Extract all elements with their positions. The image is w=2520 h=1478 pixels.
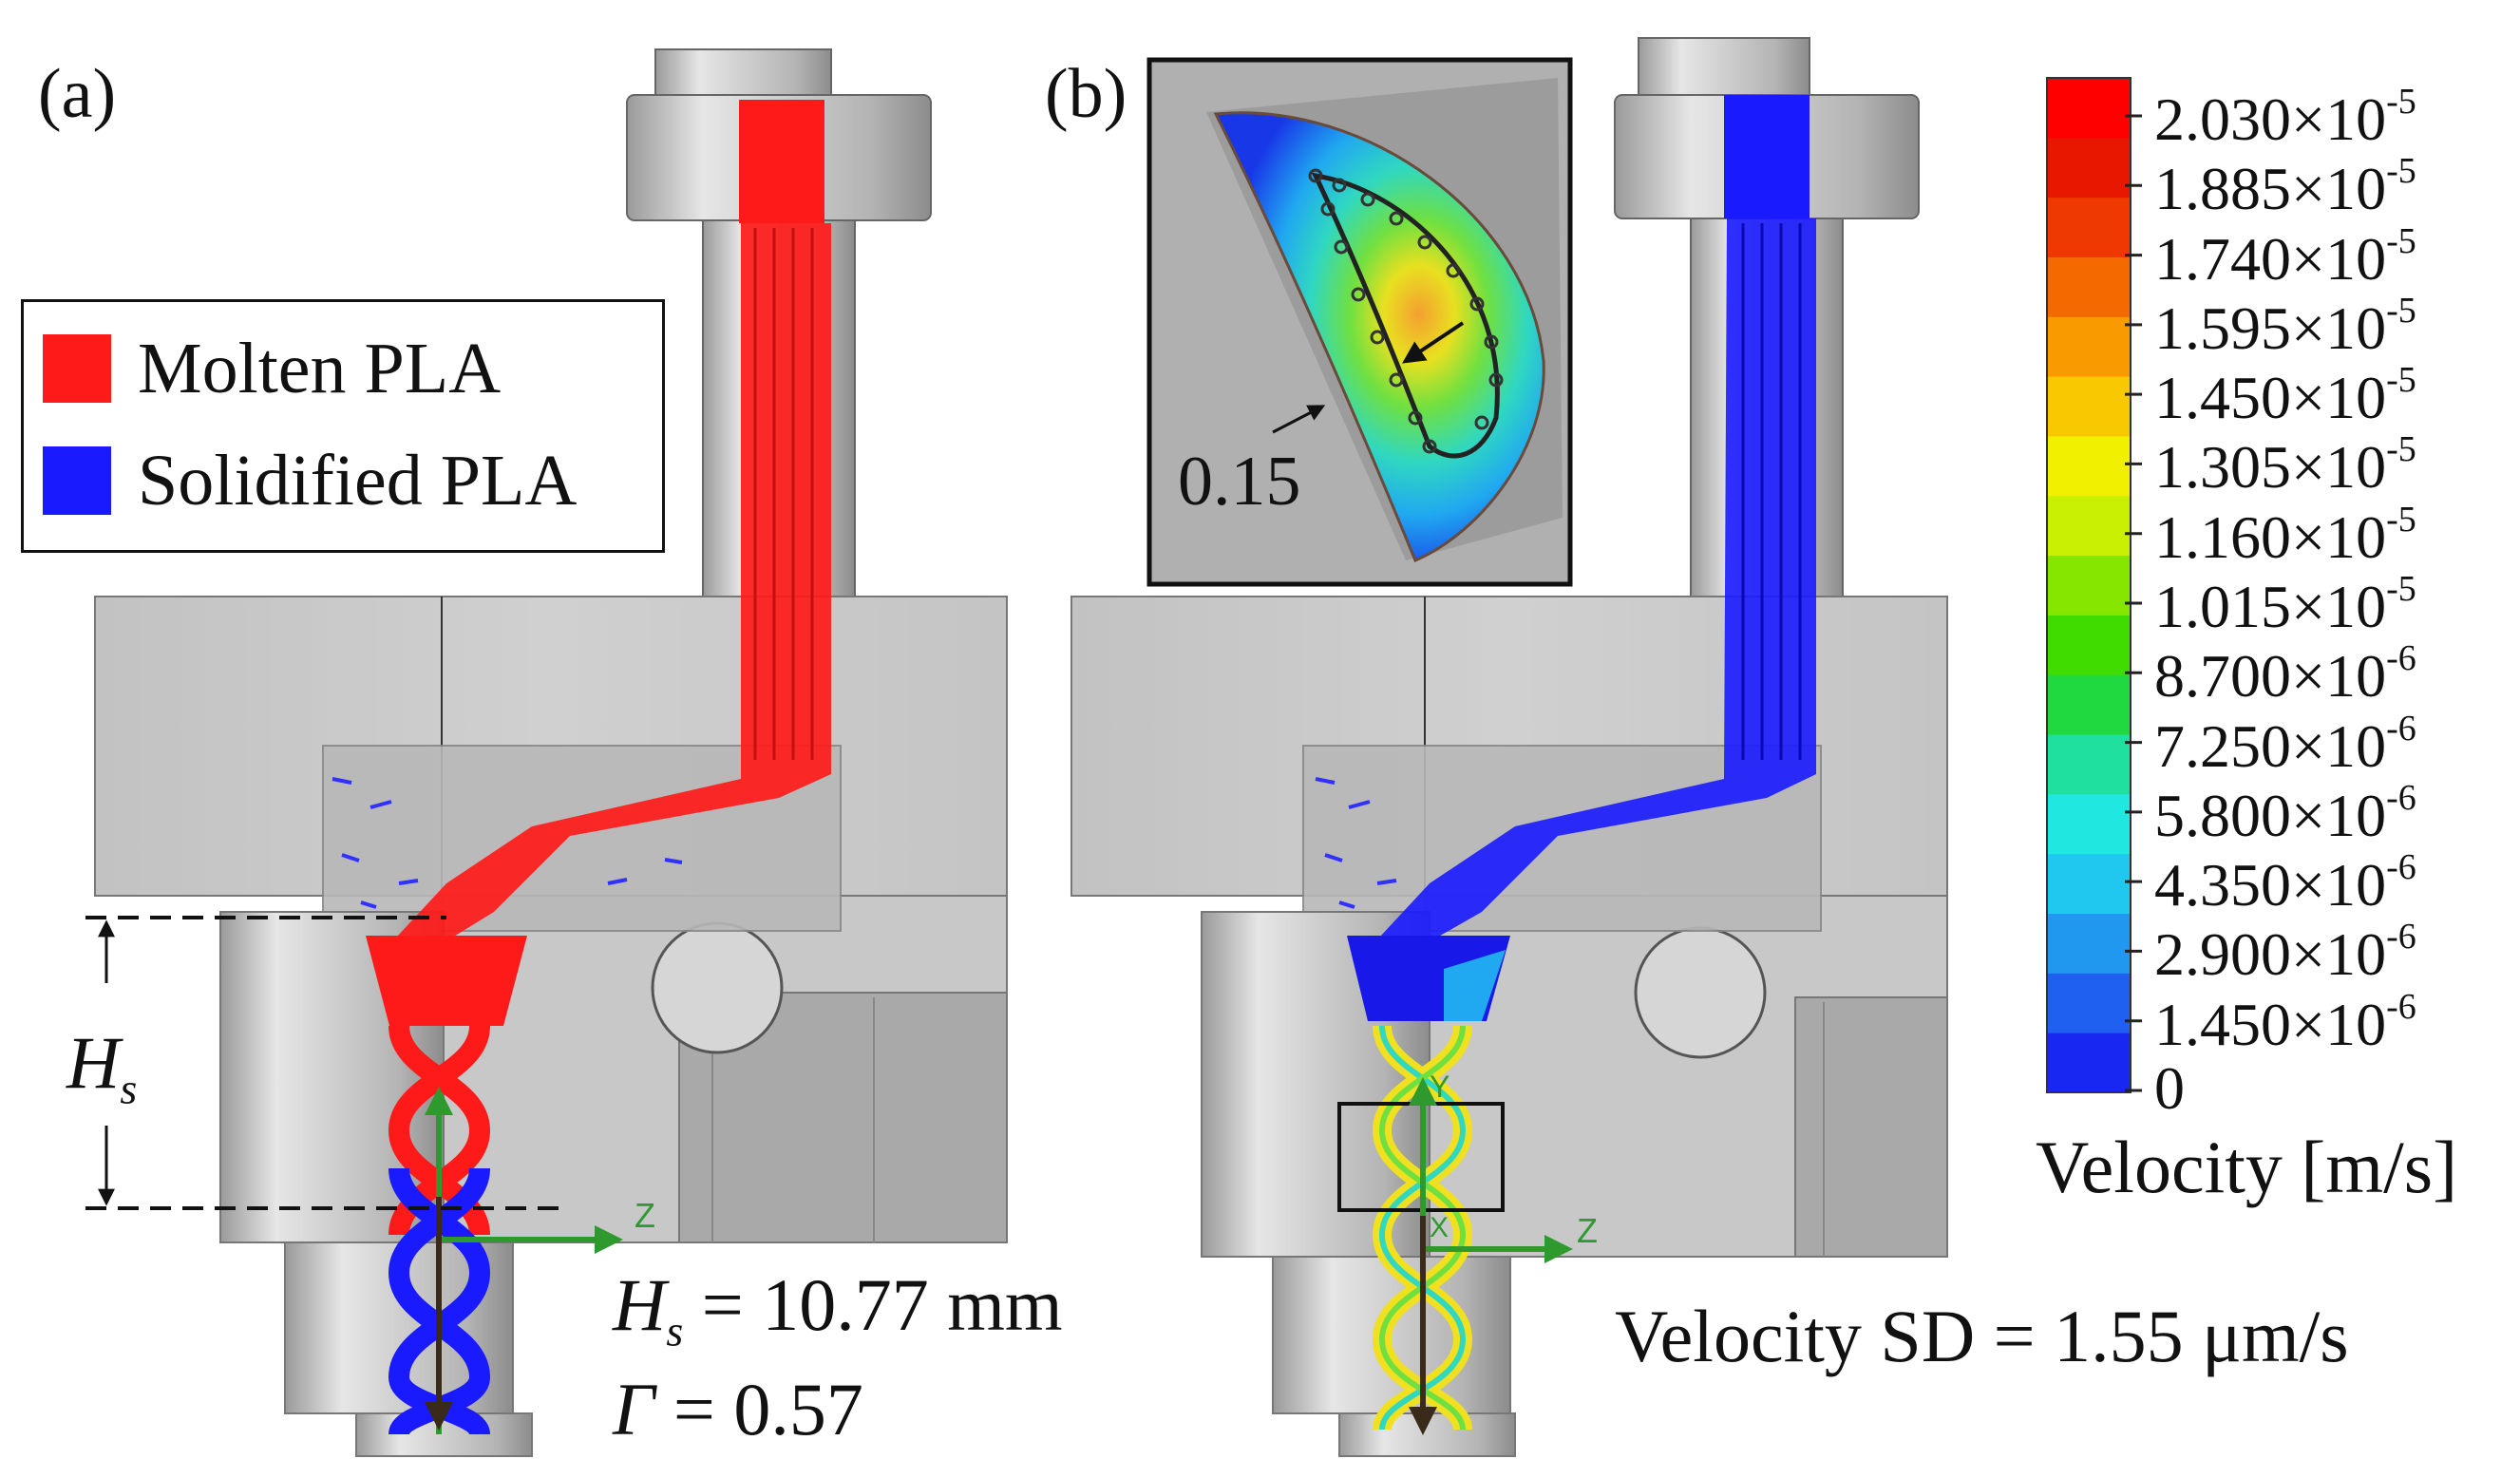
colorbar-tick-label: 1.885×10-5 [2154,151,2416,223]
inset-cross-section [1146,57,1573,587]
hs-dimension-label: Hs [66,1026,137,1111]
colorbar-band [2047,376,2131,437]
colorbar-band [2047,555,2131,616]
panel-b-label: (b) [1045,55,1127,133]
colorbar-tick-label: 1.160×10-5 [2154,499,2416,571]
colorbar-tick-label: 1.450×10-5 [2154,360,2416,432]
velocity-colorbar [2046,77,2142,1093]
panel-a-axes [425,1087,623,1434]
gamma-text: Γ = 0.57 [613,1373,863,1447]
legend-label-molten: Molten PLA [138,328,502,408]
colorbar-band [2047,973,2131,1033]
colorbar-tick-label: 1.015×10-5 [2154,569,2416,640]
hs-value-subscript: s [666,1306,684,1355]
gamma-symbol: Γ [613,1368,655,1450]
colorbar-tick-label: 1.450×10-6 [2154,986,2416,1058]
legend-label-solidified: Solidified PLA [138,440,578,521]
colorbar-tick-label: 0 [2154,1054,2185,1122]
colorbar-tick-label: 2.900×10-6 [2154,917,2416,989]
colorbar-band [2047,435,2131,497]
colorbar-tick-label: 7.250×10-6 [2154,708,2416,780]
velocity-sd-text: Velocity SD = 1.55 μm/s [1615,1295,2349,1377]
panel-b-flow [1315,95,1816,1431]
legend-item-solidified: Solidified PLA [43,440,578,521]
panel-a-nozzle [94,48,1008,1457]
gamma-value: = 0.57 [654,1368,863,1450]
hs-dimension [85,916,570,1210]
axis-z-label-b: Z [1577,1211,1598,1250]
colorbar-band [2047,1033,2131,1093]
colorbar-tick-label: 1.740×10-5 [2154,220,2416,293]
colorbar-tick-label: 4.350×10-6 [2154,847,2416,919]
colorbar-band [2047,78,2131,139]
hs-value-symbol: H [613,1263,667,1346]
legend-swatch-solidified [43,446,111,515]
colorbar-band [2047,495,2131,557]
hs-subscript: s [120,1064,138,1113]
axis-y-label-b: Y [1430,1070,1450,1104]
colorbar-tick-label: 8.700×10-6 [2154,638,2416,711]
hs-value-text: Hs = 10.77 mm [613,1268,1063,1354]
colorbar-band [2047,793,2131,855]
colorbar-band [2047,137,2131,199]
colorbar-tick-label: 1.305×10-5 [2154,429,2416,502]
colorbar-band [2047,316,2131,377]
colorbar-band [2047,913,2131,974]
colorbar-title: Velocity [m/s] [2036,1126,2458,1208]
colorbar-band [2047,256,2131,317]
panel-b-axes [1409,1077,1573,1435]
panel-a-label: (a) [38,55,117,133]
colorbar-band [2047,734,2131,795]
colorbar-tick-label: 1.595×10-5 [2154,290,2416,362]
colorbar-band [2047,674,2131,735]
colorbar-tick-label: 5.800×10-6 [2154,777,2416,849]
hs-symbol: H [66,1021,121,1104]
axis-x-label-b: X [1430,1212,1449,1243]
legend: Molten PLA Solidified PLA [21,299,665,553]
axis-z-label-a: Z [635,1196,655,1235]
colorbar-band [2047,853,2131,915]
inset-value-label: 0.15 [1178,443,1301,521]
hs-value: = 10.77 mm [683,1263,1063,1346]
legend-swatch-molten [43,334,111,403]
legend-item-molten: Molten PLA [43,328,502,408]
colorbar-band [2047,197,2131,257]
colorbar-tick-label: 2.030×10-5 [2154,82,2416,153]
colorbar-band [2047,615,2131,675]
